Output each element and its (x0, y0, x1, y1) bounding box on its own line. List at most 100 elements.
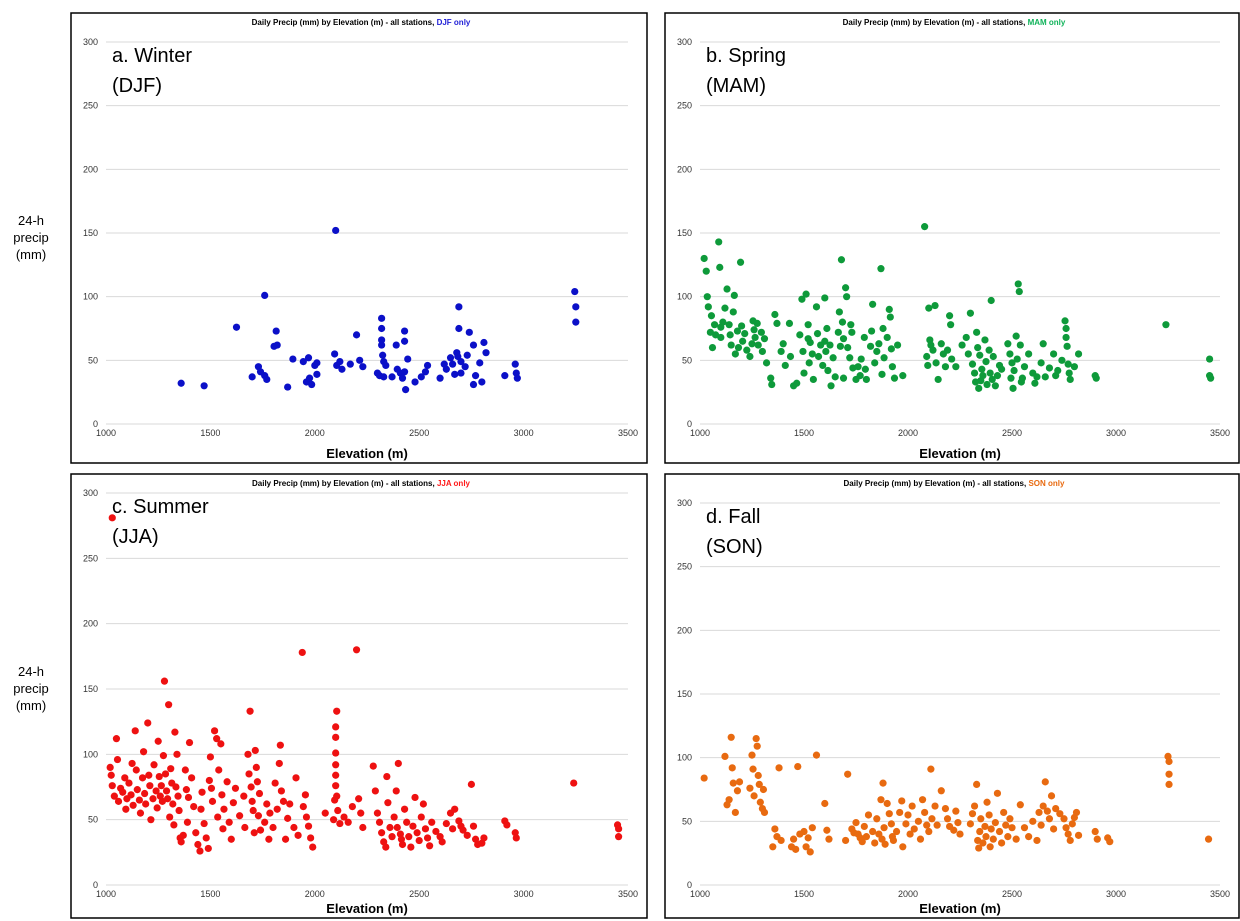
data-point (968, 810, 977, 818)
data-point (827, 382, 835, 390)
data-point (332, 749, 340, 757)
x-tick-label: 1500 (794, 428, 814, 438)
x-tick-label: 3500 (1210, 428, 1230, 438)
data-point (753, 319, 761, 328)
data-point (218, 791, 226, 799)
data-point (197, 805, 205, 813)
data-point (899, 843, 907, 851)
data-point (411, 378, 419, 386)
data-point (739, 337, 747, 345)
data-point (1204, 835, 1213, 843)
data-point (266, 809, 274, 817)
data-point (332, 226, 340, 235)
data-point (880, 354, 888, 362)
data-point (417, 373, 425, 381)
data-point (821, 799, 829, 808)
x-tick-label: 3000 (1106, 889, 1126, 899)
data-point (993, 789, 1002, 797)
data-point (822, 347, 830, 356)
data-point (307, 834, 315, 842)
data-point (165, 701, 173, 709)
data-point (831, 373, 839, 381)
data-point (743, 346, 751, 354)
data-point (169, 800, 177, 808)
data-point (1039, 802, 1047, 810)
data-point (813, 329, 822, 338)
data-point (899, 372, 907, 380)
data-point (1050, 825, 1058, 833)
data-point (196, 847, 204, 855)
data-point (835, 308, 843, 316)
data-point (423, 361, 432, 370)
data-point (163, 795, 172, 803)
data-point (213, 735, 221, 743)
data-point (107, 771, 115, 779)
data-point (407, 843, 415, 851)
y-tick-label: 300 (677, 498, 692, 508)
data-point (794, 762, 802, 771)
data-point (925, 827, 933, 836)
data-point (991, 382, 999, 390)
data-point (200, 819, 208, 828)
data-point (1033, 836, 1041, 845)
data-point (721, 752, 729, 760)
data-point (877, 265, 885, 273)
y-tick-label: 0 (93, 880, 98, 890)
data-point (966, 820, 974, 828)
data-point (273, 341, 281, 349)
data-point (309, 843, 317, 851)
data-point (145, 771, 153, 779)
data-point (359, 823, 367, 832)
data-point (147, 816, 155, 824)
data-point (245, 770, 253, 778)
data-point (388, 373, 396, 381)
x-tick-label: 2000 (305, 889, 325, 899)
data-point (989, 835, 997, 843)
x-tick-label: 1000 (690, 889, 710, 899)
data-point (383, 772, 391, 781)
data-point (571, 287, 579, 296)
y-tick-label: 150 (677, 689, 692, 699)
data-point (131, 727, 139, 735)
data-point (382, 361, 390, 370)
data-point (1009, 384, 1017, 392)
data-point (943, 346, 952, 354)
data-point (400, 327, 409, 335)
data-point (112, 735, 121, 743)
data-point (894, 341, 902, 349)
data-point (946, 312, 954, 320)
x-tick-label: 3500 (618, 889, 638, 899)
data-point (248, 373, 256, 381)
data-point (254, 812, 263, 820)
data-point (812, 303, 821, 311)
data-point (393, 823, 401, 832)
data-point (910, 825, 918, 833)
data-point (378, 341, 386, 349)
data-point (809, 375, 817, 384)
data-point (469, 380, 478, 389)
data-point (275, 759, 283, 768)
data-point (142, 800, 150, 808)
data-point (978, 365, 986, 373)
data-point (1025, 833, 1033, 841)
data-point (133, 786, 141, 794)
data-point (215, 766, 223, 774)
data-point (937, 787, 945, 795)
data-point (1006, 815, 1014, 823)
x-tick-label: 2500 (1002, 428, 1022, 438)
y-axis-label-line-3: (mm) (15, 698, 47, 713)
y-tick-label: 100 (677, 292, 692, 302)
data-point (760, 335, 769, 343)
data-point (754, 771, 762, 780)
data-point (371, 787, 379, 795)
data-point (805, 359, 813, 367)
data-point (1072, 808, 1081, 817)
x-tick-label: 3000 (514, 428, 534, 438)
data-point (734, 344, 743, 352)
data-point (173, 750, 181, 758)
data-point (417, 813, 425, 821)
x-tick-label: 2500 (1002, 889, 1022, 899)
data-point (232, 323, 241, 331)
data-point (480, 834, 488, 842)
data-point (962, 333, 970, 342)
